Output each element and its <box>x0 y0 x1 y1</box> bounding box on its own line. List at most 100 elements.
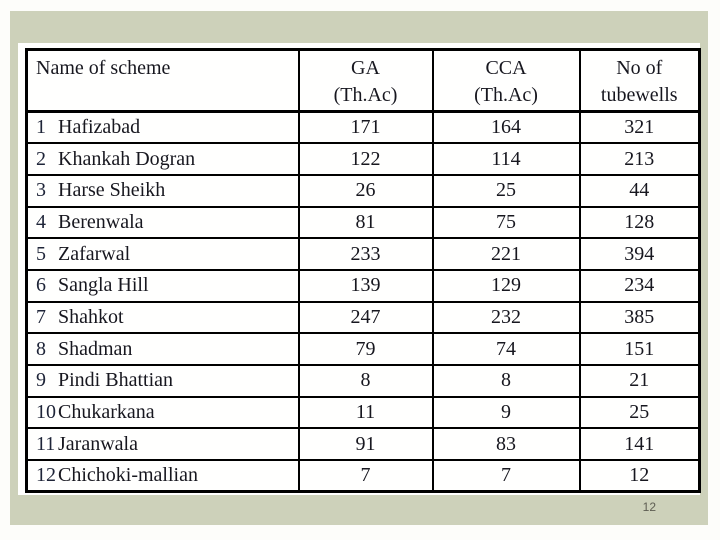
ga-value: 7 <box>297 459 434 493</box>
row-number: 10 <box>36 401 56 424</box>
row-number: 5 <box>36 242 46 265</box>
ga-value: 11 <box>297 395 434 430</box>
cca-value: 9 <box>431 395 581 430</box>
scheme-name: Khankah Dogran <box>58 147 196 170</box>
table-row: 7 Shahkot 247 232 385 <box>25 300 701 335</box>
table-row: 6 Sangla Hill 139 129 234 <box>25 268 701 303</box>
table-row: 5 Zafarwal 233 221 394 <box>25 237 701 271</box>
scheme-name-cell: 3 Harse Sheikh <box>25 173 300 208</box>
ga-value: 8 <box>297 364 434 398</box>
header-sublabel: tubewells <box>600 84 678 106</box>
cca-value: 25 <box>431 173 581 208</box>
ga-value: 122 <box>297 142 434 176</box>
header-label: No of <box>616 57 663 79</box>
column-header-cca: CCA (Th.Ac) <box>431 48 581 113</box>
table-row: 3 Harse Sheikh 26 25 44 <box>25 173 701 208</box>
row-number: 9 <box>36 369 46 392</box>
cca-value: 74 <box>431 332 581 366</box>
row-number: 3 <box>36 179 46 202</box>
row-number: 4 <box>36 210 46 233</box>
tubewells-value: 21 <box>578 364 701 398</box>
scheme-name: Hafizabad <box>58 116 141 139</box>
schemes-table: Name of scheme GA (Th.Ac) CCA (Th.Ac) No… <box>25 48 701 494</box>
table-row: 9 Pindi Bhattian 8 8 21 <box>25 364 701 398</box>
row-number: 1 <box>36 116 46 139</box>
scheme-name: Jaranwala <box>58 432 138 455</box>
slide: Name of scheme GA (Th.Ac) CCA (Th.Ac) No… <box>10 11 708 525</box>
content-area: Name of scheme GA (Th.Ac) CCA (Th.Ac) No… <box>18 43 701 495</box>
cca-value: 83 <box>431 427 581 462</box>
row-number: 11 <box>36 432 56 455</box>
scheme-name: Sangla Hill <box>58 274 149 297</box>
header-label: GA <box>351 57 380 79</box>
scheme-name-cell: 1 Hafizabad <box>25 110 300 145</box>
scheme-name-cell: 9 Pindi Bhattian <box>25 364 300 398</box>
ga-value: 26 <box>297 173 434 208</box>
scheme-name-cell: 11 Jaranwala <box>25 427 300 462</box>
scheme-name-cell: 12 Chichoki-mallian <box>25 459 300 493</box>
scheme-name-cell: 2 Khankah Dogran <box>25 142 300 176</box>
scheme-name-cell: 7 Shahkot <box>25 300 300 335</box>
tubewells-value: 234 <box>578 268 701 303</box>
column-header-name-of-scheme: Name of scheme <box>25 48 300 113</box>
tubewells-value: 128 <box>578 205 701 240</box>
cca-value: 75 <box>431 205 581 240</box>
tubewells-value: 44 <box>578 173 701 208</box>
cca-value: 232 <box>431 300 581 335</box>
scheme-name-cell: 5 Zafarwal <box>25 237 300 271</box>
header-sublabel: (Th.Ac) <box>474 84 538 106</box>
ga-value: 171 <box>297 110 434 145</box>
scheme-name: Shahkot <box>58 305 124 328</box>
scheme-name: Chukarkana <box>58 401 155 424</box>
ga-value: 91 <box>297 427 434 462</box>
scheme-name: Shadman <box>58 337 133 360</box>
tubewells-value: 141 <box>578 427 701 462</box>
cca-value: 8 <box>431 364 581 398</box>
scheme-name-cell: 8 Shadman <box>25 332 300 366</box>
tubewells-value: 213 <box>578 142 701 176</box>
ga-value: 233 <box>297 237 434 271</box>
table-row: 4 Berenwala 81 75 128 <box>25 205 701 240</box>
column-header-ga: GA (Th.Ac) <box>297 48 434 113</box>
table-row: 12 Chichoki-mallian 7 7 12 <box>25 459 701 493</box>
table-row: 8 Shadman 79 74 151 <box>25 332 701 366</box>
cca-value: 129 <box>431 268 581 303</box>
scheme-name: Zafarwal <box>58 242 131 265</box>
scheme-name: Chichoki-mallian <box>58 464 198 487</box>
cca-value: 164 <box>431 110 581 145</box>
page-number: 12 <box>642 500 656 514</box>
scheme-name-cell: 6 Sangla Hill <box>25 268 300 303</box>
tubewells-value: 394 <box>578 237 701 271</box>
row-number: 12 <box>36 464 56 487</box>
scheme-name: Harse Sheikh <box>58 179 166 202</box>
column-header-tubewells: No of tubewells <box>578 48 701 113</box>
table-header: Name of scheme GA (Th.Ac) CCA (Th.Ac) No… <box>25 48 701 113</box>
ga-value: 81 <box>297 205 434 240</box>
cca-value: 7 <box>431 459 581 493</box>
tubewells-value: 12 <box>578 459 701 493</box>
row-number: 2 <box>36 147 46 170</box>
header-label: Name of scheme <box>36 57 171 79</box>
row-number: 7 <box>36 305 46 328</box>
table-row: 10 Chukarkana 11 9 25 <box>25 395 701 430</box>
scheme-name-cell: 4 Berenwala <box>25 205 300 240</box>
table-row: 2 Khankah Dogran 122 114 213 <box>25 142 701 176</box>
header-row: Name of scheme GA (Th.Ac) CCA (Th.Ac) No… <box>25 48 701 113</box>
ga-value: 139 <box>297 268 434 303</box>
scheme-name: Berenwala <box>58 210 144 233</box>
table-row: 1 Hafizabad 171 164 321 <box>25 110 701 145</box>
table-row: 11 Jaranwala 91 83 141 <box>25 427 701 462</box>
tubewells-value: 321 <box>578 110 701 145</box>
header-sublabel: (Th.Ac) <box>333 84 398 106</box>
row-number: 8 <box>36 337 46 360</box>
row-number: 6 <box>36 274 46 297</box>
ga-value: 79 <box>297 332 434 366</box>
header-label: CCA <box>485 57 527 79</box>
tubewells-value: 385 <box>578 300 701 335</box>
cca-value: 221 <box>431 237 581 271</box>
tubewells-value: 25 <box>578 395 701 430</box>
ga-value: 247 <box>297 300 434 335</box>
scheme-name-cell: 10 Chukarkana <box>25 395 300 430</box>
scheme-name: Pindi Bhattian <box>58 369 173 392</box>
cca-value: 114 <box>431 142 581 176</box>
